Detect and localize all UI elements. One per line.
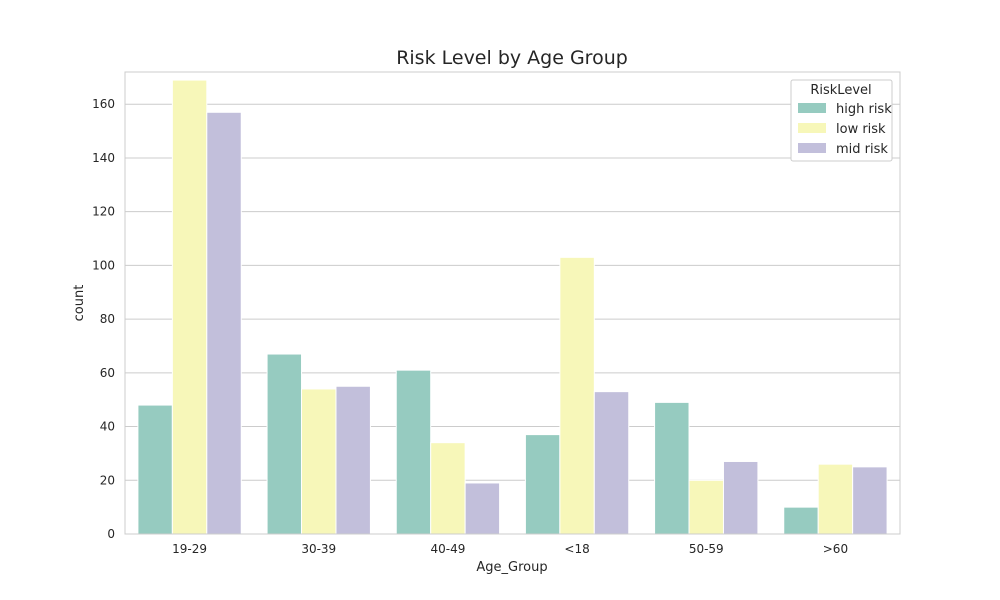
bar-mid-risk (206, 111, 242, 535)
bar-high-risk (783, 506, 819, 535)
x-tick-label: 40-49 (430, 542, 465, 556)
legend-items: high risk low risk mid risk (798, 102, 892, 157)
bar-low-risk (171, 79, 208, 535)
legend-label: low risk (836, 122, 886, 137)
legend-label: high risk (836, 102, 892, 117)
bar-low-risk (559, 256, 595, 535)
bar-mid-risk (464, 482, 501, 535)
bar-low-risk (430, 442, 466, 535)
x-tick-label: 19-29 (172, 542, 207, 556)
y-tick-labels: 0 20 40 60 80 100 120 140 160 (92, 97, 115, 541)
bar-mid-risk (335, 385, 371, 535)
legend: RiskLevel high risk low risk mid risk (790, 79, 893, 162)
y-tick-label: 40 (100, 420, 115, 434)
bar-high-risk (266, 353, 303, 535)
y-tick-label: 60 (100, 366, 115, 380)
bar-mid-risk (722, 460, 759, 535)
x-tick-label: <18 (564, 542, 589, 556)
bar-mid-risk (593, 391, 630, 535)
legend-swatch (798, 143, 826, 153)
bar-low-risk (817, 463, 854, 535)
x-tick-label: >60 (823, 542, 848, 556)
y-tick-label: 100 (92, 258, 115, 272)
x-tick-label: 50-59 (689, 542, 724, 556)
legend-box (790, 79, 893, 162)
y-tick-label: 0 (107, 527, 115, 541)
bar-low-risk (301, 388, 337, 535)
bar-mid-risk (852, 466, 888, 535)
y-axis-label: count (72, 285, 87, 322)
y-tick-label: 140 (92, 151, 115, 165)
legend-label: mid risk (836, 142, 888, 157)
y-tick-label: 20 (100, 473, 115, 487)
y-tick-label: 80 (100, 312, 115, 326)
x-axis-label: Age_Group (476, 560, 547, 575)
bar-low-risk (688, 479, 724, 535)
bar-high-risk (524, 434, 561, 535)
legend-title: RiskLevel (810, 83, 871, 98)
bar-high-risk (654, 401, 690, 535)
bar-high-risk (395, 369, 432, 535)
x-tick-label: 30-39 (301, 542, 336, 556)
chart-title: Risk Level by Age Group (396, 47, 628, 69)
x-tick-labels: 19-29 30-39 40-49 <18 50-59 >60 (172, 542, 848, 556)
legend-swatch (798, 103, 826, 113)
bar-high-risk (137, 404, 173, 535)
bars (137, 79, 888, 535)
y-tick-label: 120 (92, 205, 115, 219)
legend-swatch (798, 123, 826, 133)
plot-frame (124, 71, 901, 535)
y-tick-label: 160 (92, 97, 115, 111)
